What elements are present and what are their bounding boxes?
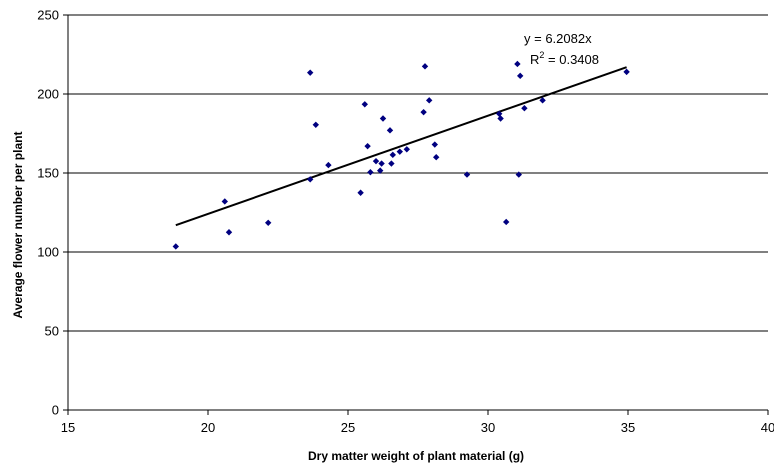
data-point [496, 110, 503, 117]
data-point [433, 154, 440, 161]
data-point [403, 146, 410, 153]
data-point [539, 97, 546, 104]
y-tick-label: 150 [37, 166, 59, 181]
x-tick-label: 20 [201, 420, 215, 435]
data-point [361, 101, 368, 108]
x-tick-labels: 15 20 25 30 35 40 [61, 420, 774, 435]
data-point [367, 169, 374, 176]
data-point [463, 171, 471, 178]
y-tick-labels: 0 50 100 150 200 250 [37, 8, 59, 418]
data-point [172, 243, 179, 250]
data-point [426, 97, 433, 104]
data-point [386, 127, 394, 134]
data-point [377, 167, 384, 174]
axis-ticks [63, 14, 769, 415]
data-point [379, 115, 387, 122]
x-tick-label: 35 [621, 420, 635, 435]
data-point [312, 121, 319, 129]
data-point [307, 176, 314, 183]
data-point [515, 171, 522, 178]
trendline-equation: y = 6.2082x [524, 31, 592, 46]
data-point [325, 161, 332, 169]
x-tick-label: 25 [341, 420, 355, 435]
x-tick-label: 15 [61, 420, 75, 435]
y-tick-label: 0 [52, 403, 59, 418]
data-point [372, 157, 380, 165]
y-tick-label: 250 [37, 8, 59, 23]
data-point [431, 141, 438, 148]
data-point [388, 160, 395, 167]
data-point [517, 72, 524, 80]
data-point [514, 60, 521, 68]
y-tick-label: 200 [37, 87, 59, 102]
data-point [503, 218, 510, 226]
y-tick-label: 100 [37, 245, 59, 260]
x-tick-label: 40 [761, 420, 774, 435]
data-point [623, 68, 630, 76]
data-point [421, 63, 429, 70]
data-point [378, 160, 385, 167]
r2-superscript: 2 [539, 50, 544, 60]
r2-value: = 0.3408 [544, 52, 599, 67]
y-tick-label: 50 [45, 324, 59, 339]
data-point [396, 148, 403, 155]
data-point [221, 198, 228, 205]
data-point [420, 108, 427, 116]
data-point [265, 219, 272, 226]
data-point [389, 151, 396, 159]
data-point [307, 69, 314, 76]
data-point [364, 142, 371, 150]
data-points [172, 60, 630, 250]
trendline [175, 66, 627, 227]
data-point [521, 105, 528, 112]
trendline-r2-label: R2 = 0.3408 [530, 50, 599, 67]
data-point [357, 189, 364, 196]
y-axis-title: Average flower number per plant [11, 132, 25, 319]
r2-prefix: R [530, 52, 539, 67]
x-axis-title: Dry matter weight of plant material (g) [308, 449, 524, 463]
gridlines [68, 14, 768, 332]
data-point [497, 115, 504, 122]
data-point [225, 229, 233, 236]
x-tick-label: 30 [481, 420, 495, 435]
